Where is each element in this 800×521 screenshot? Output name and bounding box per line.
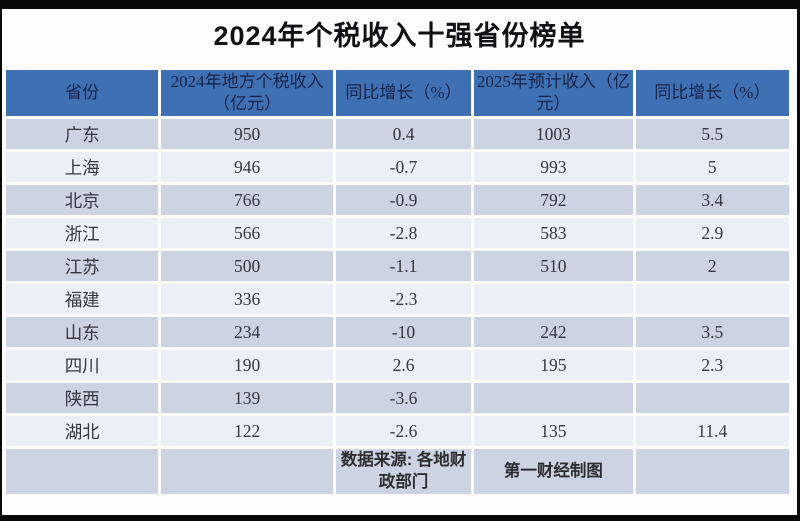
value-cell: 583 [474,218,633,249]
value-cell: 11.4 [635,416,789,447]
value-cell: 792 [474,185,633,216]
table-row: 山东 234 -10 242 3.5 [6,317,789,348]
empty-cell [635,449,789,494]
footer-row: 数据来源: 各地财政部门 第一财经制图 [6,449,789,494]
value-cell: 5 [635,152,789,183]
value-cell: 190 [161,350,333,381]
value-cell: 950 [161,119,333,150]
value-cell: 2.3 [635,350,789,381]
value-cell: 2.6 [335,350,472,381]
province-cell: 上海 [6,152,159,183]
value-cell: -3.6 [335,383,472,414]
table-row: 北京 766 -0.9 792 3.4 [6,185,789,216]
value-cell: 234 [161,317,333,348]
value-cell: 1003 [474,119,633,150]
column-header: 2024年地方个税收入（亿元） [161,70,333,117]
province-cell: 陕西 [6,383,159,414]
value-cell: 510 [474,251,633,282]
header-row: 省份 2024年地方个税收入（亿元） 同比增长（%） 2025年预计收入（亿元） 同比增… [6,70,789,117]
table-row: 浙江 566 -2.8 583 2.9 [6,218,789,249]
value-cell: 242 [474,317,633,348]
table-row: 广东 950 0.4 1003 5.5 [6,119,789,150]
column-header: 同比增长（%） [635,70,789,117]
value-cell: 2.9 [635,218,789,249]
value-cell: 135 [474,416,633,447]
value-cell: 566 [161,218,333,249]
province-cell: 江苏 [6,251,159,282]
table-header: 省份 2024年地方个税收入（亿元） 同比增长（%） 2025年预计收入（亿元） 同比增… [6,70,789,117]
province-cell: 湖北 [6,416,159,447]
data-source-note: 数据来源: 各地财政部门 [335,449,472,494]
value-cell: 5.5 [635,119,789,150]
table-body: 广东 950 0.4 1003 5.5 上海 946 -0.7 993 5 北京 766 -0.9 792… [6,119,789,447]
province-cell: 浙江 [6,218,159,249]
value-cell: 3.4 [635,185,789,216]
value-cell [635,284,789,315]
value-cell: 500 [161,251,333,282]
value-cell: 2 [635,251,789,282]
value-cell: -2.8 [335,218,472,249]
page-title: 2024年个税收入十强省份榜单 [213,21,586,51]
table-row: 四川 190 2.6 195 2.3 [6,350,789,381]
value-cell [635,383,789,414]
table-footer: 数据来源: 各地财政部门 第一财经制图 [6,449,789,494]
value-cell [474,383,633,414]
empty-cell [6,449,159,494]
empty-cell [161,449,333,494]
value-cell: -2.3 [335,284,472,315]
value-cell: -0.9 [335,185,472,216]
province-cell: 四川 [6,350,159,381]
table-row: 湖北 122 -2.6 135 11.4 [6,416,789,447]
value-cell: 3.5 [635,317,789,348]
province-cell: 福建 [6,284,159,315]
value-cell: 195 [474,350,633,381]
value-cell: 336 [161,284,333,315]
table-row: 陕西 139 -3.6 [6,383,789,414]
value-cell: 139 [161,383,333,414]
value-cell: -0.7 [335,152,472,183]
table-row: 江苏 500 -1.1 510 2 [6,251,789,282]
tax-ranking-table: 省份 2024年地方个税收入（亿元） 同比增长（%） 2025年预计收入（亿元） 同比增… [3,67,792,497]
value-cell: -1.1 [335,251,472,282]
value-cell: 993 [474,152,633,183]
province-cell: 北京 [6,185,159,216]
column-header: 同比增长（%） [335,70,472,117]
page-background: 2024年个税收入十强省份榜单 省份 2024年地方个税收入（亿元） 同比增长（%）… [2,9,797,515]
value-cell: 946 [161,152,333,183]
value-cell: -2.6 [335,416,472,447]
column-header: 省份 [6,70,159,117]
table-row: 上海 946 -0.7 993 5 [6,152,789,183]
value-cell: -10 [335,317,472,348]
column-header: 2025年预计收入（亿元） [474,70,633,117]
value-cell [474,284,633,315]
value-cell: 122 [161,416,333,447]
value-cell: 0.4 [335,119,472,150]
province-cell: 广东 [6,119,159,150]
province-cell: 山东 [6,317,159,348]
value-cell: 766 [161,185,333,216]
table-row: 福建 336 -2.3 [6,284,789,315]
chart-credit: 第一财经制图 [474,449,633,494]
